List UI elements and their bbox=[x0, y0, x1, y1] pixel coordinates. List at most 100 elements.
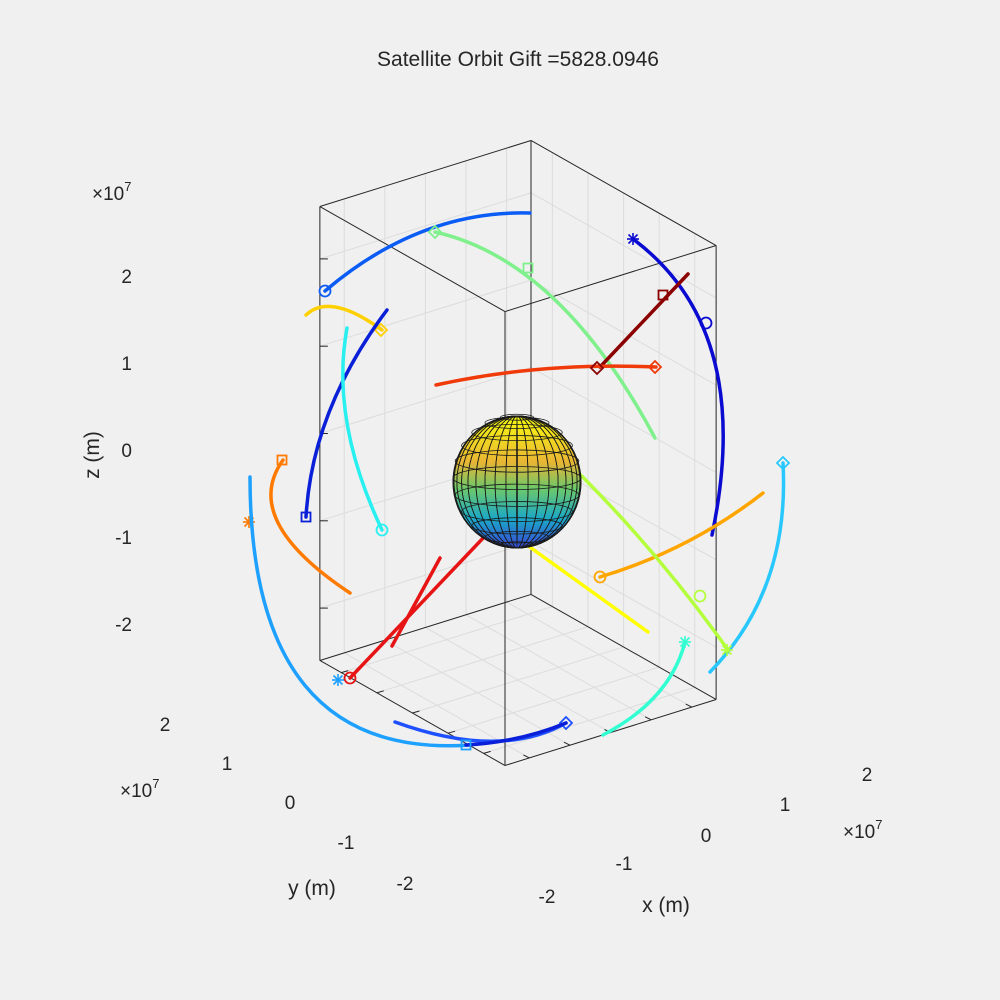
y-exponent-power: 7 bbox=[152, 776, 159, 791]
x-axis-label: x (m) bbox=[642, 894, 690, 917]
orbit-marker-star bbox=[627, 233, 639, 245]
orbit-marker-diamond bbox=[427, 224, 443, 240]
orbit-marker-star-stroke bbox=[679, 636, 691, 648]
axes-box-edge bbox=[319, 140, 532, 207]
orbit-marker-square bbox=[522, 262, 534, 274]
z-tick-label: 0 bbox=[121, 441, 132, 462]
grid-line bbox=[319, 279, 532, 347]
axes-box-edge bbox=[530, 140, 717, 246]
orbit-trace bbox=[464, 721, 568, 747]
y-tick-mark bbox=[341, 670, 349, 674]
orbit-trace bbox=[323, 211, 532, 293]
axes-box-edge bbox=[319, 593, 532, 661]
sphere-latitude bbox=[471, 423, 563, 442]
sphere-latitude bbox=[500, 413, 534, 421]
orbit-marker-circle bbox=[318, 284, 332, 298]
y-tick-mark bbox=[447, 730, 456, 734]
z-tick-label: -2 bbox=[115, 615, 132, 636]
orbit-marker-circle bbox=[593, 570, 607, 584]
z-tick-label: -1 bbox=[115, 528, 132, 549]
y-tick-mark bbox=[376, 690, 384, 694]
orbit-marker-square bbox=[657, 289, 669, 301]
orbit-marker-diamond bbox=[558, 715, 574, 731]
orbit-marker-square bbox=[460, 739, 472, 751]
orbit-trace bbox=[434, 364, 658, 387]
orbit-marker-diamond bbox=[775, 455, 791, 471]
y-tick-label: 1 bbox=[222, 754, 233, 775]
central-sphere bbox=[452, 413, 582, 549]
orbit-trace bbox=[598, 491, 765, 579]
y-tick-label: -2 bbox=[397, 874, 414, 895]
sphere-latitude bbox=[461, 435, 573, 456]
orbit-trace bbox=[518, 538, 650, 634]
y-exponent-label: ×107 bbox=[120, 776, 159, 802]
x-tick-mark bbox=[644, 716, 652, 721]
grid-line bbox=[319, 366, 532, 434]
orbit-marker-square bbox=[300, 511, 312, 523]
orbit-trace bbox=[248, 475, 472, 748]
grid-line bbox=[341, 606, 553, 674]
sphere-latitude bbox=[461, 501, 573, 522]
x-tick-label: 0 bbox=[701, 826, 712, 847]
orbit-marker-star-stroke bbox=[332, 674, 344, 686]
y-exponent-base: ×10 bbox=[120, 781, 152, 802]
y-tick-label: 2 bbox=[160, 715, 171, 736]
orbit-marker-circle bbox=[693, 589, 707, 603]
z-exponent-power: 7 bbox=[124, 179, 131, 194]
orbit-marker-star bbox=[332, 674, 344, 686]
orbit-marker-circle bbox=[699, 316, 713, 330]
x-tick-label: -2 bbox=[539, 887, 556, 908]
orbit-trace bbox=[598, 272, 690, 369]
orbit-trace bbox=[433, 230, 657, 440]
grid-line bbox=[376, 626, 589, 694]
orbit-marker-diamond bbox=[373, 322, 389, 338]
y-tick-label: 0 bbox=[285, 793, 296, 814]
z-axis-label: z (m) bbox=[81, 431, 104, 479]
z-exponent-label: ×107 bbox=[92, 179, 131, 205]
grid-line bbox=[530, 279, 717, 386]
z-tick-label: 1 bbox=[121, 354, 132, 375]
orbit-marker-circle bbox=[343, 671, 357, 685]
x-tick-mark bbox=[563, 741, 571, 746]
orbit-trace bbox=[341, 326, 384, 532]
orbit-marker-star bbox=[679, 636, 691, 648]
axes-box-edge bbox=[530, 594, 717, 700]
grid-line bbox=[530, 192, 717, 299]
z-tick-label: 2 bbox=[121, 267, 132, 288]
orbit-marker-star-stroke bbox=[721, 644, 733, 656]
x-tick-mark bbox=[523, 754, 530, 759]
grid-line bbox=[530, 367, 717, 473]
orbit-marker-star-stroke bbox=[627, 233, 639, 245]
sphere-longitude bbox=[453, 415, 581, 549]
sphere-latitude bbox=[484, 416, 550, 430]
orbit-marker-square bbox=[276, 454, 288, 466]
grid-line bbox=[319, 192, 532, 260]
grid-line bbox=[465, 614, 652, 721]
orbit-marker-diamond bbox=[647, 359, 663, 375]
z-exponent-base: ×10 bbox=[92, 184, 124, 205]
axes-box-edge bbox=[319, 206, 506, 312]
x-tick-mark bbox=[685, 703, 692, 708]
orbit-trace bbox=[304, 304, 384, 332]
x-exponent-power: 7 bbox=[875, 817, 882, 832]
y-tick-mark bbox=[483, 750, 491, 754]
y-axis-label: y (m) bbox=[288, 877, 336, 900]
orbit-trace bbox=[631, 237, 725, 537]
sphere-latitude bbox=[454, 449, 580, 473]
orbit-marker-diamond bbox=[589, 360, 605, 376]
sphere-latitude bbox=[484, 530, 550, 544]
orbit-trace bbox=[269, 458, 352, 595]
orbit-trace bbox=[390, 556, 442, 648]
x-tick-label: 2 bbox=[862, 765, 873, 786]
grid-line bbox=[412, 646, 624, 714]
orbit-trace bbox=[601, 640, 687, 737]
chart-title: Satellite Orbit Gift =5828.0946 bbox=[377, 48, 659, 71]
orbit-marker-circle bbox=[375, 523, 389, 537]
axes-box-edge bbox=[504, 245, 717, 313]
x-tick-label: 1 bbox=[780, 795, 791, 816]
x-tick-label: -1 bbox=[616, 854, 633, 875]
x-exponent-base: ×10 bbox=[843, 822, 875, 843]
orbit-marker-star bbox=[721, 644, 733, 656]
x-exponent-label: ×107 bbox=[843, 817, 882, 843]
